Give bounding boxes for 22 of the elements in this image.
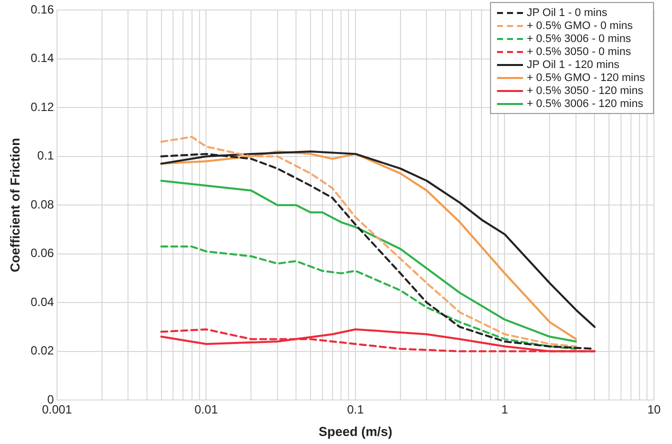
y-tick-label: 0.16 xyxy=(30,2,54,17)
legend-label: + 0.5% 3006 - 120 mins xyxy=(526,98,644,110)
x-tick-label: 0.01 xyxy=(194,402,218,417)
x-tick-label: 1 xyxy=(501,402,508,417)
y-tick-label: 0.1 xyxy=(37,148,54,163)
x-tick-label: 10 xyxy=(647,402,661,417)
legend-label: + 0.5% GMO - 0 mins xyxy=(526,20,633,32)
x-axis-title: Speed (m/s) xyxy=(318,424,392,439)
y-tick-label: 0.02 xyxy=(30,344,54,358)
legend-label: + 0.5% 3050 - 120 mins xyxy=(526,84,644,96)
legend-label: + 0.5% 3006 - 0 mins xyxy=(526,32,631,44)
y-tick-label: 0.12 xyxy=(30,100,54,114)
y-tick-label: 0.14 xyxy=(30,51,54,66)
y-tick-label: 0.04 xyxy=(30,294,54,309)
y-tick-label: 0.08 xyxy=(30,197,54,212)
y-axis-title: Coefficient of Friction xyxy=(7,138,22,272)
x-tick-label: 0.1 xyxy=(347,402,364,417)
legend-label: JP Oil 1 - 120 mins xyxy=(526,58,620,70)
legend-label: JP Oil 1 - 0 mins xyxy=(526,6,608,18)
y-tick-label: 0.06 xyxy=(30,246,54,260)
legend-label: + 0.5% 3050 - 0 mins xyxy=(526,46,631,58)
legend-label: + 0.5% GMO - 120 mins xyxy=(526,72,645,84)
